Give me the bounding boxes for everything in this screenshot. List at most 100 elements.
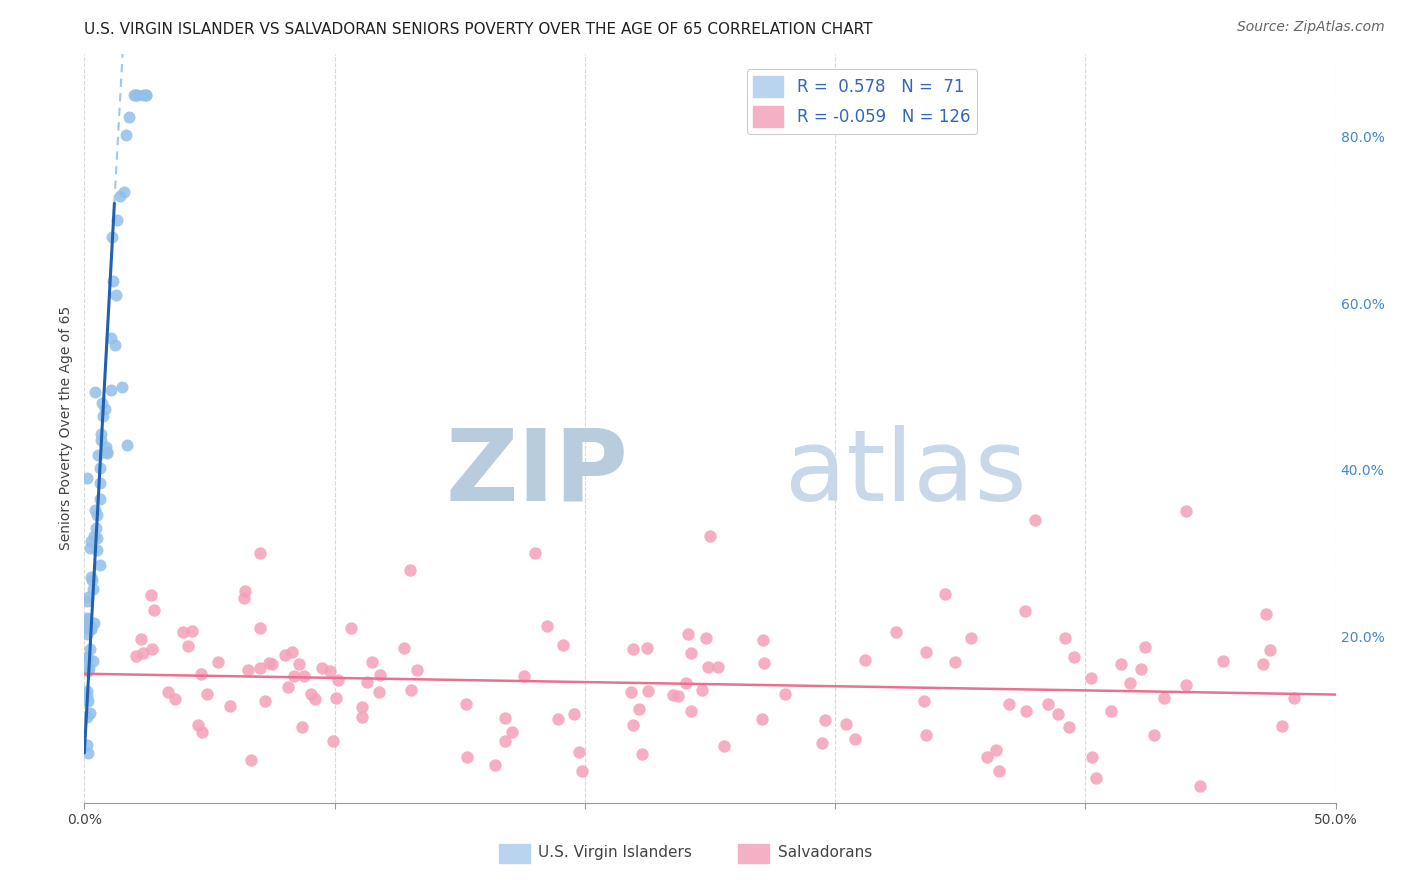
Point xyxy=(835,716,858,731)
Point xyxy=(177,640,200,654)
Point xyxy=(536,618,558,632)
Point xyxy=(142,602,165,616)
Point xyxy=(172,625,194,640)
Point xyxy=(236,664,259,678)
Point xyxy=(773,687,796,701)
Point xyxy=(959,631,981,645)
Point xyxy=(350,699,373,714)
Point xyxy=(398,563,420,577)
Point xyxy=(1251,657,1274,672)
Point xyxy=(76,618,98,632)
Point xyxy=(454,697,477,711)
Point xyxy=(96,445,118,459)
Point xyxy=(86,508,108,522)
Text: U.S. Virgin Islanders: U.S. Virgin Islanders xyxy=(538,846,692,860)
Point xyxy=(90,433,112,447)
Point xyxy=(523,546,546,560)
Point xyxy=(132,88,155,103)
Point xyxy=(630,747,652,762)
Point xyxy=(356,675,378,690)
Point xyxy=(79,641,101,656)
Point xyxy=(273,648,295,662)
Point xyxy=(260,657,283,671)
Point xyxy=(1080,671,1102,685)
Point xyxy=(484,758,506,772)
Point xyxy=(322,733,344,747)
Point xyxy=(987,764,1010,778)
Point xyxy=(553,638,575,652)
Point xyxy=(76,471,98,485)
Point xyxy=(1258,642,1281,657)
Point xyxy=(112,186,135,200)
Point xyxy=(77,590,100,604)
Text: U.S. VIRGIN ISLANDER VS SALVADORAN SENIORS POVERTY OVER THE AGE OF 65 CORRELATIO: U.S. VIRGIN ISLANDER VS SALVADORAN SENIO… xyxy=(84,22,873,37)
Point xyxy=(80,622,103,636)
Point xyxy=(1212,654,1234,668)
Point xyxy=(562,707,585,722)
Point xyxy=(254,693,277,707)
Point xyxy=(89,491,111,506)
Point xyxy=(79,541,101,555)
Point xyxy=(87,448,110,462)
Point xyxy=(82,654,104,668)
Point xyxy=(77,693,100,707)
Point xyxy=(676,627,699,641)
Point xyxy=(311,661,333,675)
Point xyxy=(82,582,104,596)
Point xyxy=(277,680,299,694)
Point xyxy=(249,621,271,635)
Point xyxy=(1059,720,1081,734)
Point xyxy=(86,543,108,558)
Point xyxy=(1282,691,1305,706)
Point xyxy=(751,712,773,726)
Point xyxy=(547,712,569,726)
Point xyxy=(1014,704,1036,718)
Point xyxy=(399,682,422,697)
Text: ZIP: ZIP xyxy=(446,425,628,522)
Text: atlas: atlas xyxy=(785,425,1026,522)
Point xyxy=(76,610,98,624)
Point xyxy=(233,584,256,599)
Point xyxy=(181,624,204,639)
Point xyxy=(361,655,384,669)
Point xyxy=(83,615,105,630)
Point xyxy=(190,725,212,739)
Point xyxy=(93,402,115,417)
Point xyxy=(104,338,127,352)
Point xyxy=(89,558,111,572)
Point xyxy=(494,734,516,748)
Point xyxy=(943,655,966,669)
Point xyxy=(679,646,702,660)
Point xyxy=(690,683,713,698)
Point xyxy=(636,641,658,656)
Point xyxy=(299,687,322,701)
Point xyxy=(1153,690,1175,705)
Point xyxy=(83,529,105,543)
Point xyxy=(156,684,179,698)
Point xyxy=(93,409,115,423)
Point xyxy=(111,379,134,393)
Point xyxy=(1024,513,1046,527)
Point xyxy=(713,739,735,753)
Point xyxy=(619,684,641,698)
Point xyxy=(76,652,98,666)
Point xyxy=(814,713,837,727)
Point xyxy=(621,718,644,732)
Point xyxy=(218,698,240,713)
Point xyxy=(1054,631,1077,645)
Point xyxy=(325,690,347,705)
Point xyxy=(103,274,125,288)
Point xyxy=(368,685,391,699)
Point xyxy=(101,229,124,244)
Point xyxy=(100,331,122,345)
Point xyxy=(976,750,998,764)
Point xyxy=(291,720,314,734)
Point xyxy=(76,690,98,704)
Point xyxy=(405,664,427,678)
Point xyxy=(679,704,702,718)
Point xyxy=(190,666,212,681)
Point xyxy=(1142,728,1164,742)
Point xyxy=(288,657,311,671)
Point xyxy=(696,660,718,674)
Point xyxy=(83,503,105,517)
